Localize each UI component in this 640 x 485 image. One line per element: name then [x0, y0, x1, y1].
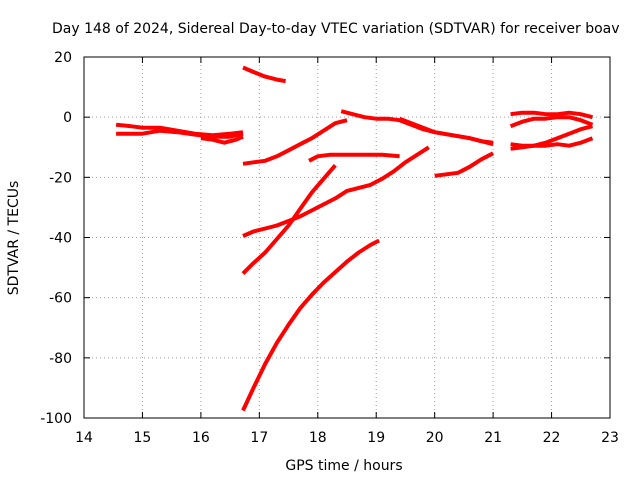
series-line-4: [242, 65, 286, 84]
x-tick-label: 21: [484, 430, 502, 446]
x-tick-label: 23: [601, 430, 619, 446]
y-tick-label: 20: [54, 50, 72, 66]
x-tick-label: 14: [75, 430, 93, 446]
chart-title: Day 148 of 2024, Sidereal Day-to-day VTE…: [52, 21, 620, 37]
y-tick-label: -20: [49, 170, 72, 186]
y-tick-label: -60: [49, 291, 72, 307]
x-axis-label: GPS time / hours: [285, 458, 402, 474]
x-tick-label: 20: [426, 430, 444, 446]
series-line-3: [200, 134, 244, 145]
y-tick-label: -40: [49, 231, 72, 247]
series-line-14: [509, 115, 594, 129]
x-tick-label: 22: [543, 430, 561, 446]
x-tick-label: 16: [192, 430, 210, 446]
series-line-13: [510, 110, 593, 120]
y-axis-label: SDTVAR / TECUs: [6, 181, 22, 296]
series-line-10: [242, 145, 430, 238]
y-tick-label: -100: [40, 411, 72, 427]
x-tick-label: 17: [250, 430, 268, 446]
series-group: [115, 65, 594, 412]
x-tick-label: 15: [134, 430, 152, 446]
x-tick-label: 18: [309, 430, 327, 446]
y-tick-label: -80: [49, 351, 72, 367]
series-line-16: [510, 136, 594, 148]
series-line-5: [242, 118, 348, 166]
series-line-9: [434, 151, 495, 178]
x-tick-label: 19: [367, 430, 385, 446]
series-line-8: [308, 152, 400, 163]
series-line-7: [398, 116, 494, 147]
series-line-11: [241, 163, 337, 276]
y-tick-label: 0: [63, 110, 72, 126]
ticks: 14 15 16 17 18 19 20 21 22 23 -100 -80 -60 -40 -20 0 20: [40, 50, 619, 446]
series-line-2: [116, 128, 244, 139]
series-line-12: [241, 238, 381, 412]
